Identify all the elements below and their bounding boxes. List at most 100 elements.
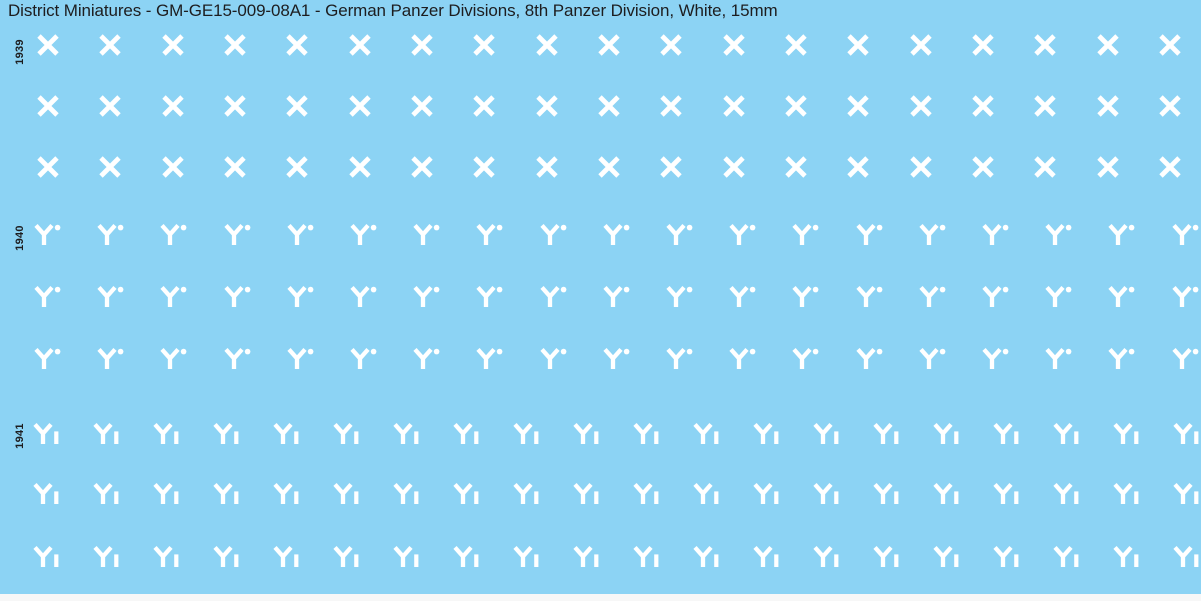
panzer-division-symbol-1940-y-dot-icon [917, 223, 947, 247]
panzer-division-symbol-1939-x-icon [223, 155, 253, 179]
panzer-division-symbol-1939-x-icon [784, 94, 814, 118]
panzer-division-symbol-1940-y-dot-icon [285, 285, 315, 309]
panzer-division-symbol-1940-y-dot-icon [1043, 347, 1073, 371]
panzer-division-symbol-1939-x-icon [1096, 94, 1126, 118]
panzer-division-symbol-1941-y-bar-icon [931, 422, 961, 446]
panzer-division-symbol-1940-y-dot-icon [1106, 347, 1136, 371]
panzer-division-symbol-1940-y-dot-icon [1106, 285, 1136, 309]
panzer-division-symbol-1940-y-dot-icon [158, 347, 188, 371]
panzer-division-symbol-1940-y-dot-icon [790, 223, 820, 247]
panzer-division-symbol-1939-x-icon [410, 155, 440, 179]
panzer-division-symbol-1941-y-bar-icon [691, 482, 721, 506]
panzer-division-symbol-1941-y-bar-icon [151, 545, 181, 569]
panzer-division-symbol-1939-x-icon [36, 33, 66, 57]
panzer-division-symbol-1941-y-bar-icon [271, 545, 301, 569]
panzer-division-symbol-1941-y-bar-icon [691, 422, 721, 446]
panzer-division-symbol-1941-y-bar-icon [31, 545, 61, 569]
panzer-division-symbol-1939-x-icon [909, 33, 939, 57]
panzer-division-symbol-1939-x-icon [535, 33, 565, 57]
panzer-division-symbol-1939-x-icon [1033, 33, 1063, 57]
panzer-division-symbol-1941-y-bar-icon [1171, 482, 1201, 506]
panzer-division-symbol-1939-x-icon [161, 94, 191, 118]
panzer-division-symbol-1939-x-icon [98, 94, 128, 118]
panzer-division-symbol-1940-y-dot-icon [348, 285, 378, 309]
panzer-division-symbol-1941-y-bar-icon [751, 545, 781, 569]
panzer-division-symbol-1940-y-dot-icon [1170, 223, 1200, 247]
panzer-division-symbol-1941-y-bar-icon [31, 482, 61, 506]
panzer-division-symbol-1940-y-dot-icon [348, 223, 378, 247]
panzer-division-symbol-1940-y-dot-icon [601, 285, 631, 309]
panzer-division-symbol-1940-y-dot-icon [917, 285, 947, 309]
panzer-division-symbol-1940-y-dot-icon [917, 347, 947, 371]
panzer-division-symbol-1941-y-bar-icon [151, 482, 181, 506]
panzer-division-symbol-1941-y-bar-icon [271, 482, 301, 506]
panzer-division-symbol-1940-y-dot-icon [285, 347, 315, 371]
panzer-division-symbol-1940-y-dot-icon [1170, 285, 1200, 309]
panzer-division-symbol-1941-y-bar-icon [1051, 545, 1081, 569]
panzer-division-symbol-1939-x-icon [659, 155, 689, 179]
panzer-division-symbol-1939-x-icon [348, 155, 378, 179]
panzer-division-symbol-1940-y-dot-icon [474, 223, 504, 247]
panzer-division-symbol-1940-y-dot-icon [95, 223, 125, 247]
panzer-division-symbol-1941-y-bar-icon [451, 482, 481, 506]
panzer-division-symbol-1940-y-dot-icon [1043, 285, 1073, 309]
panzer-division-symbol-1939-x-icon [722, 33, 752, 57]
panzer-division-symbol-1941-y-bar-icon [811, 482, 841, 506]
panzer-division-symbol-1939-x-icon [784, 33, 814, 57]
panzer-division-symbol-1939-x-icon [348, 94, 378, 118]
panzer-division-symbol-1940-y-dot-icon [222, 347, 252, 371]
panzer-division-symbol-1941-y-bar-icon [811, 545, 841, 569]
panzer-division-symbol-1941-y-bar-icon [211, 545, 241, 569]
panzer-division-symbol-1940-y-dot-icon [664, 223, 694, 247]
panzer-division-symbol-1939-x-icon [410, 94, 440, 118]
panzer-division-symbol-1939-x-icon [36, 94, 66, 118]
panzer-division-symbol-1940-y-dot-icon [222, 223, 252, 247]
panzer-division-symbol-1941-y-bar-icon [631, 482, 661, 506]
year-label-1941: 1941 [14, 423, 26, 449]
panzer-division-symbol-1940-y-dot-icon [158, 285, 188, 309]
panzer-division-symbol-1940-y-dot-icon [348, 347, 378, 371]
panzer-division-symbol-1941-y-bar-icon [1171, 422, 1201, 446]
panzer-division-symbol-1941-y-bar-icon [91, 422, 121, 446]
panzer-division-symbol-1939-x-icon [1033, 155, 1063, 179]
panzer-division-symbol-1939-x-icon [1096, 155, 1126, 179]
panzer-division-symbol-1940-y-dot-icon [980, 285, 1010, 309]
panzer-division-symbol-1939-x-icon [784, 155, 814, 179]
panzer-division-symbol-1940-y-dot-icon [664, 285, 694, 309]
panzer-division-symbol-1939-x-icon [659, 94, 689, 118]
panzer-division-symbol-1939-x-icon [161, 33, 191, 57]
panzer-division-symbol-1939-x-icon [535, 155, 565, 179]
panzer-division-symbol-1939-x-icon [535, 94, 565, 118]
panzer-division-symbol-1941-y-bar-icon [451, 545, 481, 569]
panzer-division-symbol-1940-y-dot-icon [790, 347, 820, 371]
panzer-division-symbol-1940-y-dot-icon [854, 285, 884, 309]
panzer-division-symbol-1939-x-icon [659, 33, 689, 57]
panzer-division-symbol-1940-y-dot-icon [411, 285, 441, 309]
panzer-division-symbol-1940-y-dot-icon [95, 347, 125, 371]
panzer-division-symbol-1941-y-bar-icon [331, 482, 361, 506]
panzer-division-symbol-1941-y-bar-icon [571, 482, 601, 506]
panzer-division-symbol-1939-x-icon [971, 33, 1001, 57]
panzer-division-symbol-1941-y-bar-icon [631, 545, 661, 569]
panzer-division-symbol-1941-y-bar-icon [271, 422, 301, 446]
panzer-division-symbol-1941-y-bar-icon [391, 545, 421, 569]
panzer-division-symbol-1940-y-dot-icon [790, 285, 820, 309]
panzer-division-symbol-1939-x-icon [98, 155, 128, 179]
panzer-division-symbol-1939-x-icon [1033, 94, 1063, 118]
panzer-division-symbol-1940-y-dot-icon [95, 285, 125, 309]
panzer-division-symbol-1941-y-bar-icon [91, 482, 121, 506]
panzer-division-symbol-1940-y-dot-icon [222, 285, 252, 309]
panzer-division-symbol-1941-y-bar-icon [511, 422, 541, 446]
panzer-division-symbol-1940-y-dot-icon [32, 285, 62, 309]
panzer-division-symbol-1941-y-bar-icon [91, 545, 121, 569]
panzer-division-symbol-1939-x-icon [285, 33, 315, 57]
panzer-division-symbol-1941-y-bar-icon [991, 545, 1021, 569]
panzer-division-symbol-1940-y-dot-icon [411, 223, 441, 247]
panzer-division-symbol-1939-x-icon [161, 155, 191, 179]
panzer-division-symbol-1939-x-icon [223, 94, 253, 118]
panzer-division-symbol-1939-x-icon [472, 94, 502, 118]
panzer-division-symbol-1940-y-dot-icon [32, 223, 62, 247]
panzer-division-symbol-1940-y-dot-icon [1106, 223, 1136, 247]
panzer-division-symbol-1939-x-icon [597, 94, 627, 118]
